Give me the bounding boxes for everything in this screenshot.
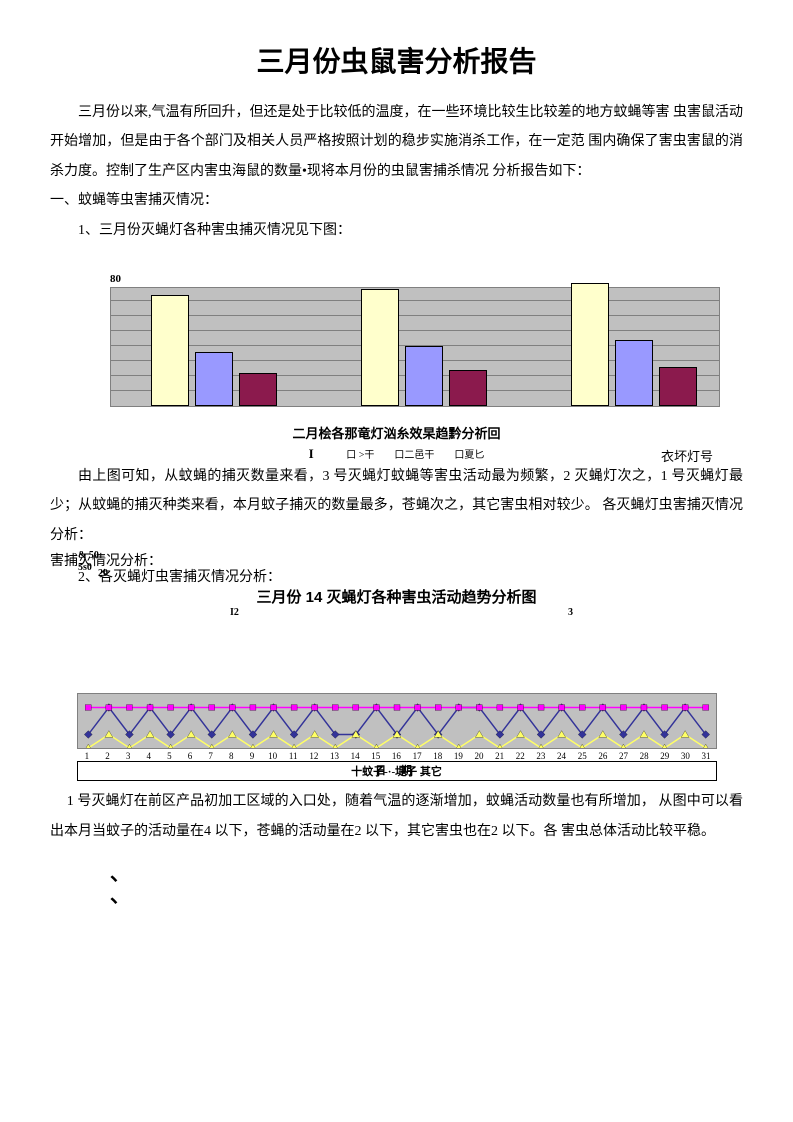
analysis-paragraph-1: 由上图可知，从蚊蝇的捕灭数量来看，3 号灭蝇灯蚊蝇等害虫活动最为频繁，2 灭蝇灯… <box>50 462 743 550</box>
line-chart-title: 三月份 14 灭蝇灯各种害虫活动趋势分析图 <box>50 586 743 607</box>
line-x-axis: 1234567891011121314151617181920212223242… <box>77 751 717 761</box>
legend-item-b: 口二邑干 <box>394 450 434 461</box>
bar-plot-area <box>110 287 720 407</box>
line-sub-left: I2 <box>230 607 239 618</box>
legend-I: I <box>309 446 314 461</box>
page-title: 三月份虫鼠害分析报告 <box>50 40 743 80</box>
section-1-heading: 一、蚊蝇等虫害捕灭情况： <box>50 186 743 215</box>
section-2a-heading: 2、各灭蝇灯虫害捕灭情况分析： <box>78 566 281 586</box>
legend-item-c: 口夏匕 <box>454 450 484 461</box>
section-1a-heading: 1、三月份灭蝇灯各种害虫捕灭情况见下图： <box>50 216 743 245</box>
ov-text-2: & 50 <box>78 550 99 561</box>
footnote-2: 、 <box>110 886 743 906</box>
intro-paragraph: 三月份以来,气温有所回升，但还是处于比较低的温度，在一些环境比较生比较差的地方蚊… <box>50 98 743 186</box>
footnote-1: 、 <box>110 864 743 884</box>
bar-legend-row: I 口 >干 口二邑干 口夏匕 衣坏灯号 <box>50 446 743 462</box>
line-x-axis-label: 日 期 <box>50 762 743 778</box>
overlap-text-block: 害捕灭情况分析： & 50 5s0 2、各灭蝇灯虫害捕灭情况分析： 20 <box>50 550 743 582</box>
line-chart: 1234567891011121314151617181920212223242… <box>50 693 743 781</box>
bar-chart: 80 <box>50 273 743 413</box>
analysis-paragraph-2: 1 号灭蝇灯在前区产品初加工区域的入口处，随着气温的逐渐增加，蚊蝇活动数量也有所… <box>50 787 743 846</box>
line-plot-area <box>77 693 717 749</box>
line-sublabels: I2 3 <box>50 607 743 623</box>
legend-item-a: 口 >干 <box>346 450 374 461</box>
bar-chart-caption: 二月桧各那竜灯汹糸效杲趋黔分祈回 <box>50 423 743 442</box>
legend-right-label: 衣坏灯号 <box>661 446 713 465</box>
bar-y-label: 80 <box>110 273 121 285</box>
ov-text-4: 20 <box>98 568 108 579</box>
line-sub-right: 3 <box>568 607 573 618</box>
